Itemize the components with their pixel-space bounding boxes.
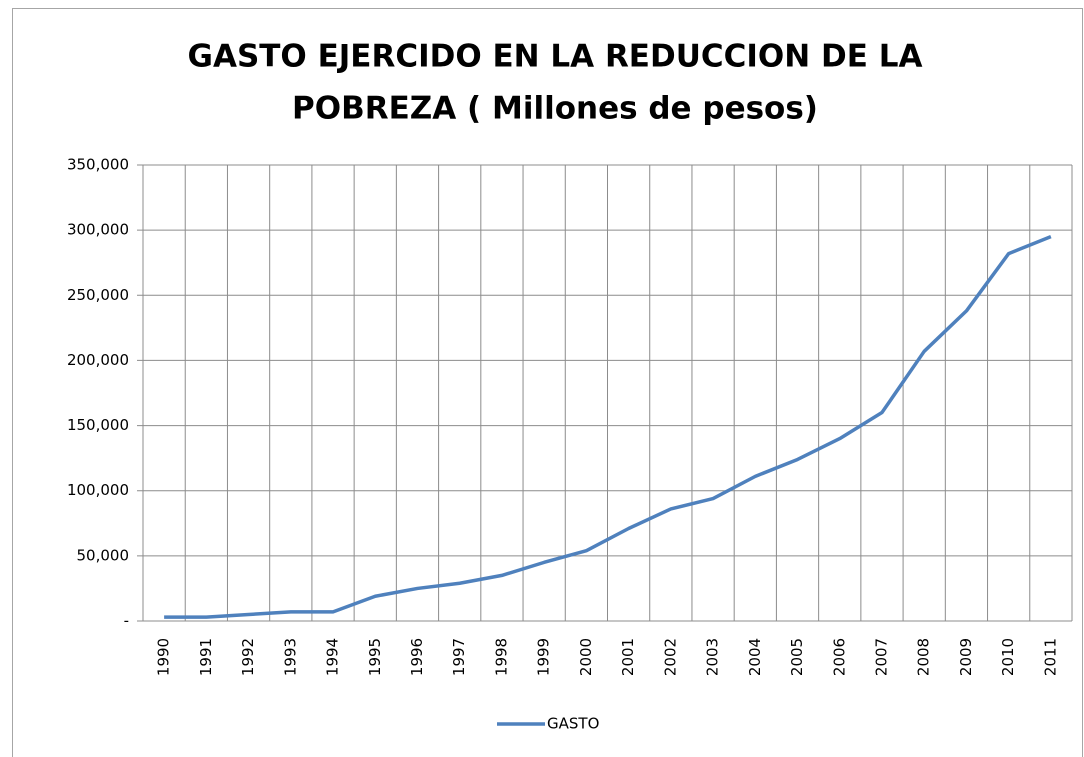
x-tick-label: 2006 xyxy=(830,638,848,676)
x-tick-label: 2001 xyxy=(619,638,637,676)
y-tick-label: - xyxy=(124,612,129,630)
x-tick-label: 1998 xyxy=(492,638,510,676)
x-tick-label: 2003 xyxy=(704,638,722,676)
chart-title: POBREZA ( Millones de pesos) xyxy=(292,91,818,127)
y-tick-label: 250,000 xyxy=(67,286,129,304)
x-tick-label: 2005 xyxy=(788,638,806,676)
y-tick-label: 350,000 xyxy=(67,156,129,174)
y-tick-label: 300,000 xyxy=(67,221,129,239)
x-tick-label: 1997 xyxy=(450,638,468,676)
chart-frame xyxy=(12,8,1083,757)
x-tick-label: 2000 xyxy=(577,638,595,676)
x-tick-label: 1993 xyxy=(281,638,299,676)
x-tick-label: 1990 xyxy=(155,638,173,676)
y-tick-label: 200,000 xyxy=(67,351,129,369)
y-tick-label: 50,000 xyxy=(77,546,130,564)
x-tick-label: 2011 xyxy=(1041,638,1059,676)
data-line xyxy=(164,235,1052,619)
x-tick-label: 1994 xyxy=(324,638,342,676)
y-tick-label: 100,000 xyxy=(67,481,129,499)
x-tick-label: 2009 xyxy=(957,638,975,676)
x-tick-label: 1995 xyxy=(366,638,384,676)
y-tick-label: 150,000 xyxy=(67,416,129,434)
x-tick-label: 1996 xyxy=(408,638,426,676)
legend-label: GASTO xyxy=(547,715,599,733)
x-tick-label: 2004 xyxy=(746,638,764,676)
x-tick-label: 2007 xyxy=(872,638,890,676)
x-tick-label: 1992 xyxy=(239,638,257,676)
chart-title: GASTO EJERCIDO EN LA REDUCCION DE LA xyxy=(188,39,923,75)
x-tick-label: 1991 xyxy=(197,638,215,676)
x-tick-label: 1999 xyxy=(535,638,553,676)
x-tick-label: 2010 xyxy=(999,638,1017,676)
x-tick-label: 2008 xyxy=(915,638,933,676)
x-tick-label: 2002 xyxy=(661,638,679,676)
